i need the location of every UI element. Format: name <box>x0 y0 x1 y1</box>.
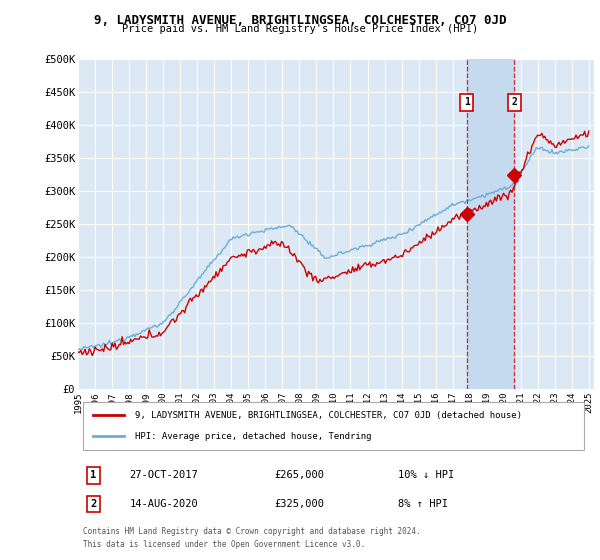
Text: Price paid vs. HM Land Registry's House Price Index (HPI): Price paid vs. HM Land Registry's House … <box>122 24 478 34</box>
Text: 2: 2 <box>511 97 517 107</box>
FancyBboxPatch shape <box>83 402 584 450</box>
Text: £325,000: £325,000 <box>274 499 324 509</box>
Text: 14-AUG-2020: 14-AUG-2020 <box>130 499 199 509</box>
Text: 8% ↑ HPI: 8% ↑ HPI <box>398 499 448 509</box>
Text: 9, LADYSMITH AVENUE, BRIGHTLINGSEA, COLCHESTER, CO7 0JD (detached house): 9, LADYSMITH AVENUE, BRIGHTLINGSEA, COLC… <box>135 411 522 420</box>
Text: Contains HM Land Registry data © Crown copyright and database right 2024.: Contains HM Land Registry data © Crown c… <box>83 527 421 536</box>
Text: 10% ↓ HPI: 10% ↓ HPI <box>398 470 454 480</box>
Text: 2: 2 <box>91 499 97 509</box>
Text: 9, LADYSMITH AVENUE, BRIGHTLINGSEA, COLCHESTER, CO7 0JD: 9, LADYSMITH AVENUE, BRIGHTLINGSEA, COLC… <box>94 14 506 27</box>
Bar <box>467 59 514 389</box>
Text: HPI: Average price, detached house, Tendring: HPI: Average price, detached house, Tend… <box>135 432 371 441</box>
Text: 1: 1 <box>91 470 97 480</box>
Text: 1: 1 <box>464 97 470 107</box>
Text: 27-OCT-2017: 27-OCT-2017 <box>130 470 199 480</box>
Text: This data is licensed under the Open Government Licence v3.0.: This data is licensed under the Open Gov… <box>83 539 365 548</box>
Text: £265,000: £265,000 <box>274 470 324 480</box>
